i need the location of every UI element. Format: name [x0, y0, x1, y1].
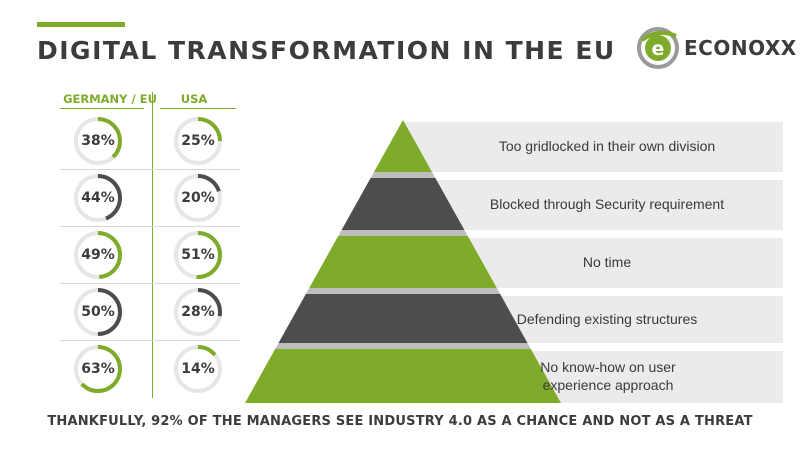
column-header-usa: USA	[180, 92, 208, 106]
percent-value: 50%	[81, 304, 115, 320]
percent-value: 14%	[181, 361, 215, 377]
percent-value: 28%	[181, 304, 215, 320]
ring-value-arc	[174, 117, 222, 165]
pyramid-band-background	[531, 351, 783, 403]
header-underline-germany	[60, 108, 144, 109]
percent-ring: 49%	[70, 227, 126, 283]
ring-value-arc	[74, 288, 122, 336]
pyramid-level-4	[278, 294, 528, 343]
percent-ring: 51%	[170, 227, 226, 283]
percent-value: 51%	[181, 247, 215, 263]
percent-value: 20%	[181, 190, 215, 206]
pyramid-label-1: Too gridlocked in their own division	[498, 138, 716, 154]
title-accent-bar	[37, 22, 125, 27]
ring-value-arc	[174, 231, 222, 279]
ring-value-arc	[74, 117, 122, 165]
pyramid-level-5	[245, 349, 561, 403]
footer-statement: THANKFULLY, 92% OF THE MANAGERS SEE INDU…	[47, 414, 753, 429]
row-divider	[60, 169, 240, 170]
percent-value: 44%	[81, 190, 115, 206]
percent-value: 49%	[81, 247, 115, 263]
logo-text: ECONOXX	[684, 36, 797, 60]
pyramid-label-5: No know-how on user experience approach	[540, 359, 676, 393]
pyramid-level-3	[309, 236, 497, 288]
row-divider	[60, 283, 240, 284]
percent-ring: 25%	[170, 113, 226, 169]
ring-value-arc	[74, 231, 122, 279]
column-divider	[152, 92, 153, 398]
pyramid-band-background	[468, 238, 783, 288]
pyramid-band-background	[501, 296, 783, 343]
percent-value: 63%	[81, 361, 115, 377]
percent-ring: 44%	[70, 170, 126, 226]
percent-ring: 28%	[170, 284, 226, 340]
logo-mark-icon: e	[637, 27, 679, 69]
row-divider	[60, 340, 240, 341]
percent-ring: 38%	[70, 113, 126, 169]
pyramid-gap-shade	[338, 230, 468, 236]
pyramid-gap-shade	[370, 172, 436, 178]
logo-letter: e	[652, 38, 665, 60]
row-divider	[60, 226, 240, 227]
ring-value-arc	[174, 174, 222, 222]
percent-ring: 50%	[70, 284, 126, 340]
pyramid-gap-shade	[305, 288, 501, 294]
percent-ring: 20%	[170, 170, 226, 226]
percent-ring: 63%	[70, 341, 126, 397]
pyramid-level-1	[373, 120, 433, 172]
pyramid-level-2	[341, 178, 465, 230]
ring-value-arc	[174, 288, 222, 336]
column-header-germany-eu: GERMANY / EU	[63, 92, 157, 106]
percent-ring: 14%	[170, 341, 226, 397]
pyramid-label-2: Blocked through Security requirement	[489, 196, 725, 212]
pyramid-label-4: Defending existing structures	[516, 310, 698, 327]
econoxx-logo: e	[636, 26, 786, 70]
pyramid-band-background	[436, 180, 783, 230]
pyramid-gap-shade	[275, 343, 531, 349]
pyramid-label-3: No time	[582, 254, 632, 270]
pyramid-band-background	[404, 122, 783, 172]
header-underline-usa	[160, 108, 236, 109]
percent-value: 25%	[181, 133, 215, 149]
page-title: DIGITAL TRANSFORMATION IN THE EU	[37, 36, 616, 65]
ring-value-arc	[74, 345, 122, 393]
ring-value-arc	[174, 345, 222, 393]
percent-value: 38%	[81, 133, 115, 149]
ring-value-arc	[74, 174, 122, 222]
